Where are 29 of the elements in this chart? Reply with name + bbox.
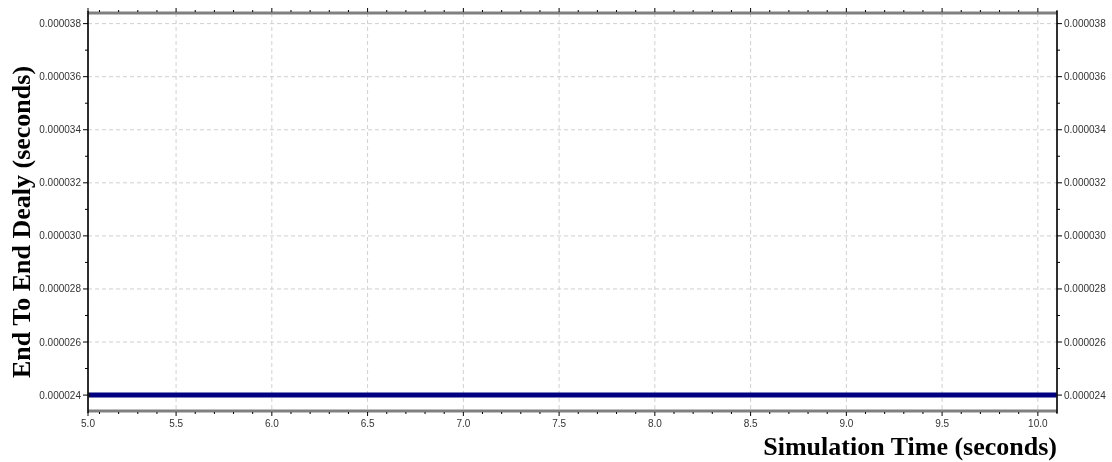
x-axis-title: Simulation Time (seconds): [763, 432, 1057, 461]
y-tick-label: 0.000026: [39, 336, 82, 348]
x-tick-label: 7.0: [456, 418, 471, 429]
y-axis-title: End To End Dealy (seconds): [7, 65, 36, 379]
x-tick-label: 5.0: [81, 418, 96, 429]
y-tick-label: 0.000038: [39, 18, 82, 30]
y-tick-label: 0.000032: [39, 177, 82, 189]
y2-tick-label: 0.000026: [1064, 336, 1107, 348]
x-tick-label: 8.0: [647, 418, 663, 429]
x-tick-label: 10.0: [1028, 418, 1049, 429]
y-tick-label: 0.000030: [39, 230, 82, 242]
y-tick-label: 0.000036: [39, 71, 82, 83]
y2-tick-label: 0.000028: [1064, 283, 1107, 295]
y2-tick-label: 0.000032: [1064, 177, 1107, 189]
x-tick-label: 7.5: [552, 418, 567, 429]
x-tick-label: 6.0: [264, 418, 280, 429]
y-tick-label: 0.000028: [39, 283, 82, 295]
x-tick-label: 6.5: [360, 418, 375, 429]
x-tick-label: 8.5: [743, 418, 758, 429]
y2-tick-label: 0.000034: [1064, 124, 1107, 136]
y-tick-label: 0.000034: [39, 124, 82, 136]
y-tick-label: 0.000024: [39, 389, 82, 401]
y2-tick-label: 0.000036: [1064, 71, 1107, 83]
x-tick-label: 9.5: [935, 418, 950, 429]
y2-tick-label: 0.000030: [1064, 230, 1107, 242]
x-tick-label: 5.5: [169, 418, 184, 429]
y2-tick-label: 0.000038: [1064, 18, 1107, 30]
y2-tick-label: 0.000024: [1064, 389, 1107, 401]
x-tick-label: 9.0: [839, 418, 854, 429]
